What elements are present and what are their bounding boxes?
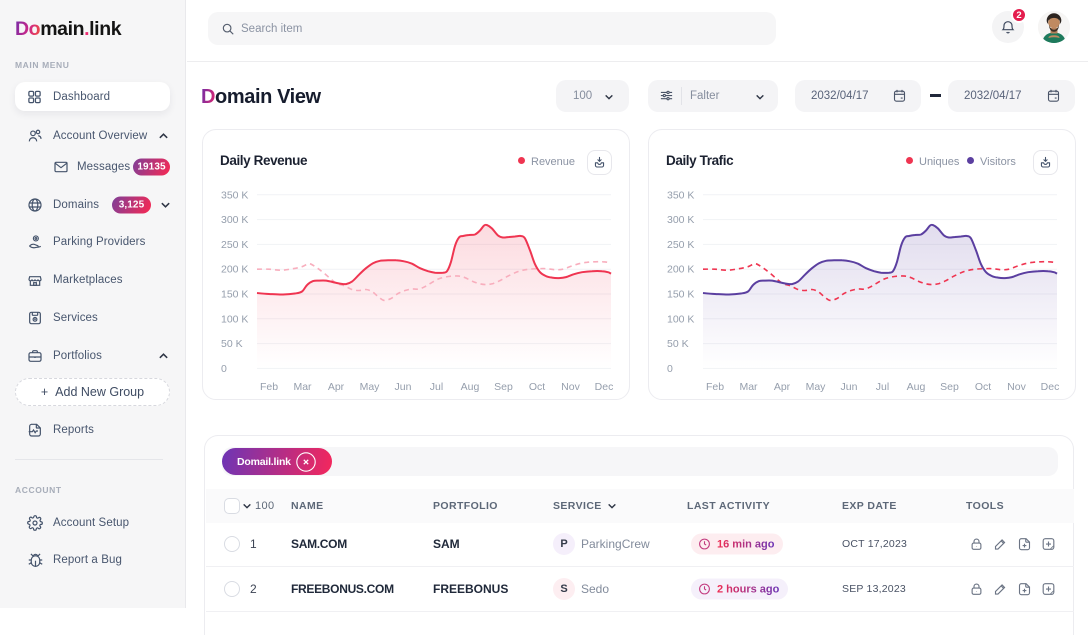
svg-text:Nov: Nov (561, 381, 580, 393)
svg-text:May: May (806, 381, 827, 393)
svg-text:Sep: Sep (494, 381, 513, 393)
svg-text:Apr: Apr (774, 381, 791, 393)
svg-text:100 K: 100 K (221, 313, 248, 325)
svg-text:300 K: 300 K (221, 214, 248, 226)
svg-text:Jun: Jun (841, 381, 858, 393)
svg-text:Dec: Dec (1041, 381, 1060, 393)
svg-text:350 K: 350 K (221, 189, 248, 201)
svg-text:Jul: Jul (430, 381, 443, 393)
svg-text:Sep: Sep (940, 381, 959, 393)
svg-text:350 K: 350 K (667, 189, 694, 201)
svg-text:Apr: Apr (328, 381, 345, 393)
svg-text:150 K: 150 K (221, 289, 248, 301)
svg-text:Aug: Aug (461, 381, 480, 393)
svg-text:200 K: 200 K (221, 264, 248, 276)
svg-text:0: 0 (667, 363, 673, 375)
svg-text:Aug: Aug (907, 381, 926, 393)
svg-text:Feb: Feb (260, 381, 278, 393)
svg-text:250 K: 250 K (667, 239, 694, 251)
svg-text:100 K: 100 K (667, 313, 694, 325)
svg-text:Oct: Oct (529, 381, 545, 393)
svg-text:Jul: Jul (876, 381, 889, 393)
svg-text:50 K: 50 K (667, 338, 689, 350)
svg-text:300 K: 300 K (667, 214, 694, 226)
svg-text:150 K: 150 K (667, 289, 694, 301)
svg-text:Nov: Nov (1007, 381, 1026, 393)
svg-text:Oct: Oct (975, 381, 991, 393)
svg-text:50 K: 50 K (221, 338, 243, 350)
svg-text:250 K: 250 K (221, 239, 248, 251)
svg-text:Mar: Mar (293, 381, 312, 393)
svg-text:Mar: Mar (739, 381, 758, 393)
svg-text:200 K: 200 K (667, 264, 694, 276)
svg-text:Feb: Feb (706, 381, 724, 393)
svg-text:May: May (360, 381, 381, 393)
svg-text:Dec: Dec (595, 381, 614, 393)
svg-text:0: 0 (221, 363, 227, 375)
svg-text:Jun: Jun (395, 381, 412, 393)
